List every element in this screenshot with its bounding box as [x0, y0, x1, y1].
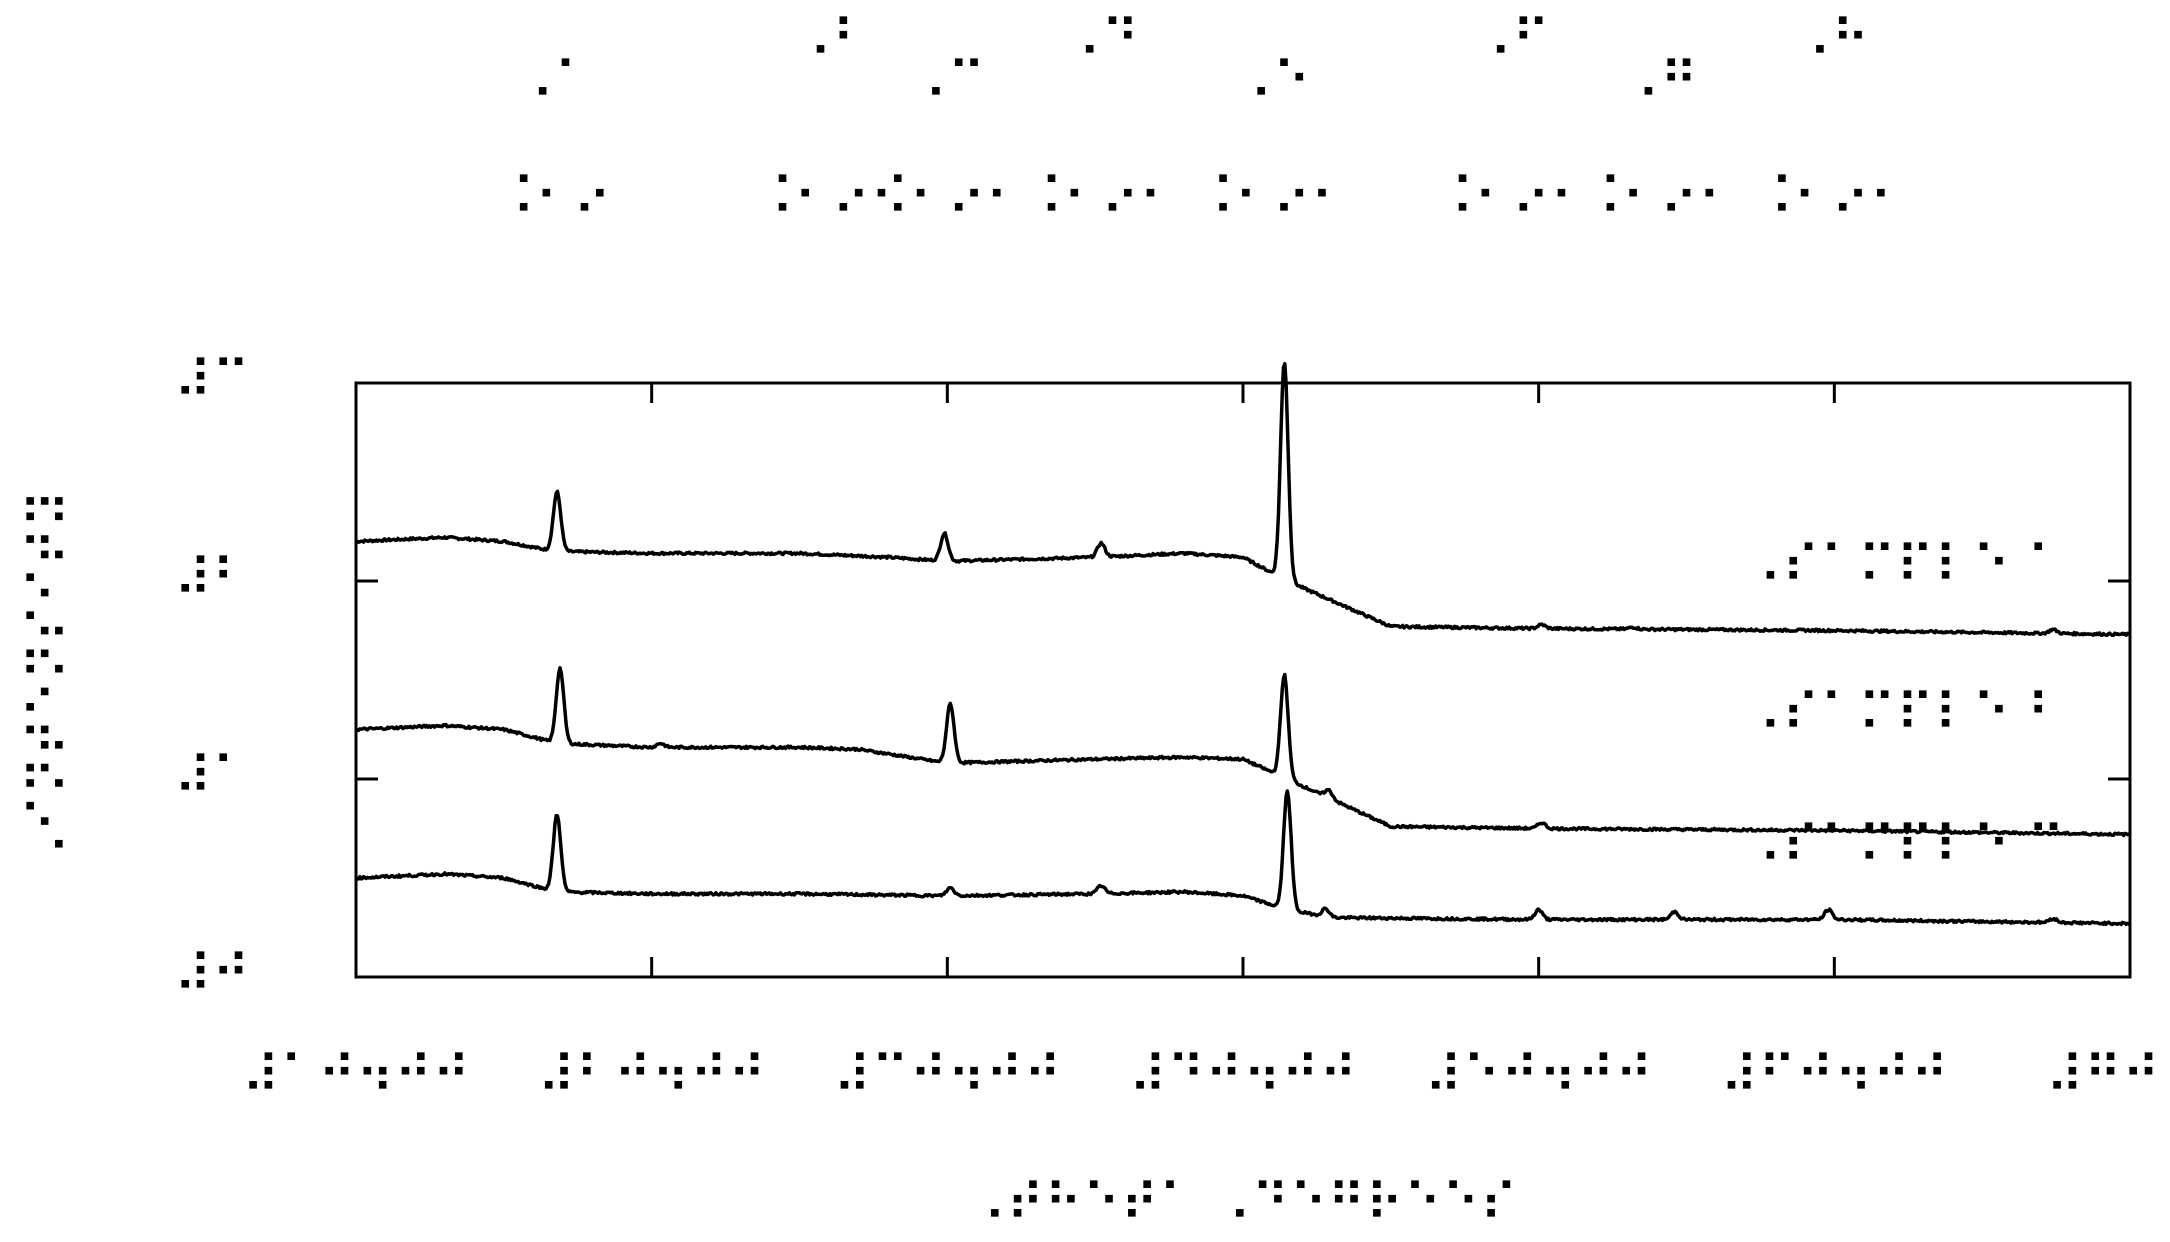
x-tick-label: ⠼⠛⠚	[2045, 1046, 2160, 1106]
annotation-label: ⠠⠃	[793, 10, 871, 70]
x-tick-label: ⠼⠙⠚⠲⠚⠚	[1128, 1046, 1358, 1106]
annotation-label: ⠠⠙	[1062, 10, 1140, 70]
annotation-sublabel: ⠨⠂⠔	[496, 168, 612, 228]
annotation-sublabel: ⠨⠂⠔⠂	[755, 168, 909, 228]
annotation-sublabel: ⠨⠂⠔⠂	[1755, 168, 1908, 228]
annotation-label: ⠠⠁	[516, 52, 593, 112]
x-tick-label: ⠼⠁⠚⠲⠚⠚	[241, 1046, 471, 1106]
y-tick-label: ⠼⠉	[173, 351, 250, 411]
series-line-2	[355, 666, 2131, 838]
x-tick-label: ⠼⠑⠚⠲⠚⠚	[1424, 1046, 1653, 1106]
y-tick-label: ⠼⠃	[173, 549, 250, 609]
annotation-sublabel: ⠨⠂⠔⠂	[1196, 168, 1349, 228]
series-line-3	[355, 789, 2131, 927]
annotation-label: ⠠⠉	[909, 52, 986, 112]
annotation-label: ⠠⠑	[1234, 52, 1311, 112]
annotation-sublabel: ⠨⠂⠔⠂	[1583, 168, 1737, 228]
x-tick-label: ⠼⠃⠚⠲⠚⠚	[537, 1046, 766, 1106]
annotation-sublabel: ⠨⠂⠔⠂	[1435, 168, 1589, 228]
series-line-1	[355, 362, 2132, 638]
x-tick-label: ⠼⠉⠚⠲⠚⠚	[833, 1046, 1062, 1106]
annotation-sublabel: ⠨⠂⠔⠂	[1024, 168, 1178, 228]
annotation-sublabel: ⠨⠂⠔⠂	[871, 168, 1024, 228]
annotation-label: ⠠⠓	[1793, 10, 1870, 70]
x-tick-label: ⠼⠋⠚⠲⠚⠚	[1720, 1046, 1949, 1106]
plot-frame	[354, 381, 2132, 979]
annotation-label: ⠠⠛	[1621, 52, 1698, 112]
x-axis-label: ⠠⠞⠓⠑⠞⠁ ⠠⠙⠑⠛⠗⠑⠑⠎	[968, 1174, 1518, 1234]
series-label: ⠠⠎⠁⠍⠏⠇⠑ ⠁	[1743, 536, 2065, 596]
annotation-label: ⠠⠋	[1473, 10, 1551, 70]
y-tick-label: ⠼⠚	[173, 945, 250, 1005]
y-tick-label: ⠼⠁	[173, 747, 250, 807]
series-label: ⠠⠎⠁⠍⠏⠇⠑ ⠃	[1743, 684, 2065, 744]
